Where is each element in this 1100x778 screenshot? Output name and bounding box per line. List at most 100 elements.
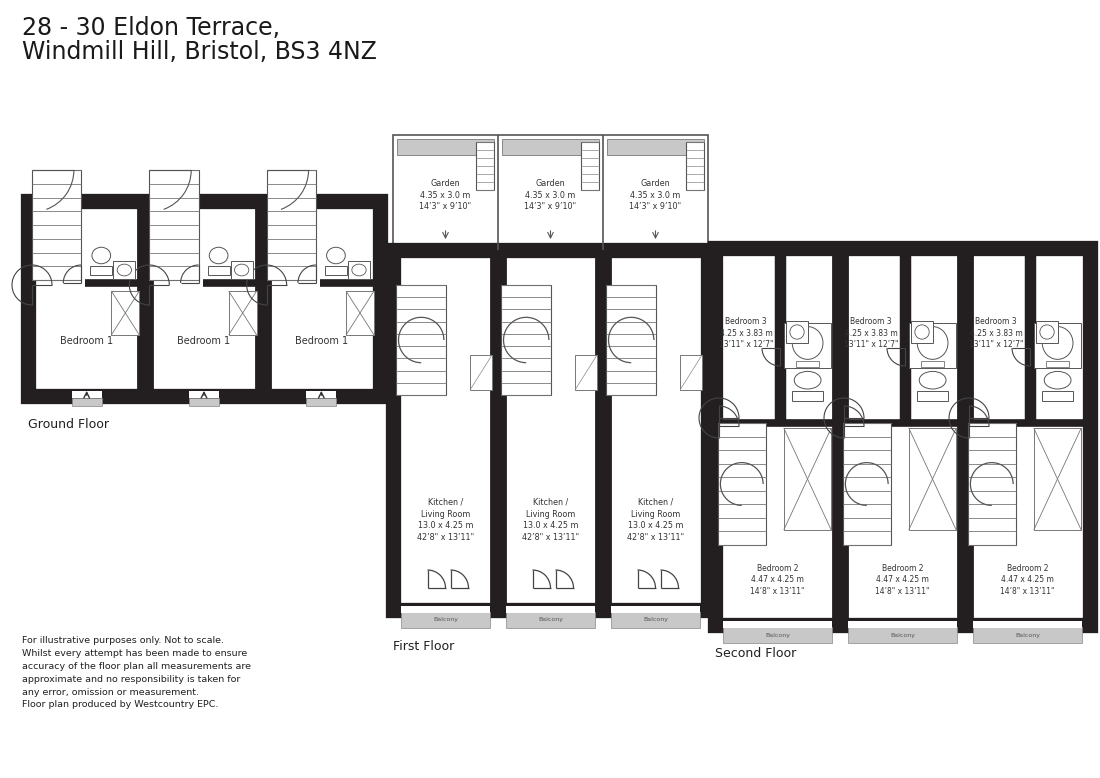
Bar [72, 391, 101, 398]
Bar [795, 361, 820, 366]
Ellipse shape [209, 247, 228, 264]
Text: Bedroom 2
4.47 x 4.25 m
14’8" x 13’11": Bedroom 2 4.47 x 4.25 m 14’8" x 13’11" [876, 564, 930, 596]
Bar [113, 261, 135, 279]
Bar [575, 355, 597, 390]
Ellipse shape [352, 265, 366, 276]
Bar [32, 170, 81, 280]
Bar [396, 285, 447, 395]
Ellipse shape [1044, 371, 1071, 389]
Bar [476, 142, 494, 190]
Text: Bedroom 1: Bedroom 1 [177, 336, 231, 346]
Bar [1042, 391, 1074, 401]
Text: Windmill Hill, Bristol, BS3 4NZ: Windmill Hill, Bristol, BS3 4NZ [22, 40, 377, 64]
Text: Ground Floor: Ground Floor [28, 418, 109, 431]
Bar [607, 139, 704, 155]
Ellipse shape [917, 327, 948, 359]
Text: Garden
4.35 x 3.0 m
14’3" x 9’10": Garden 4.35 x 3.0 m 14’3" x 9’10" [629, 179, 682, 212]
Text: Balcony: Balcony [433, 618, 458, 622]
Bar [974, 621, 1082, 628]
Text: Bedroom 3
4.25 x 3.83 m
13’11" x 12’7": Bedroom 3 4.25 x 3.83 m 13’11" x 12’7" [844, 317, 899, 349]
Ellipse shape [790, 325, 804, 339]
Bar [231, 261, 253, 279]
Text: Kitchen /
Living Room
13.0 x 4.25 m
42’8" x 13’11": Kitchen / Living Room 13.0 x 4.25 m 42’8… [521, 498, 579, 542]
Bar [786, 321, 808, 343]
Text: Bedroom 1: Bedroom 1 [60, 336, 113, 346]
Text: Kitchen /
Living Room
13.0 x 4.25 m
42’8" x 13’11": Kitchen / Living Room 13.0 x 4.25 m 42’8… [627, 498, 684, 542]
Text: Bedroom 3
4.25 x 3.83 m
13’11" x 12’7": Bedroom 3 4.25 x 3.83 m 13’11" x 12’7" [969, 317, 1023, 349]
Text: Garden
4.35 x 3.0 m
14’3" x 9’10": Garden 4.35 x 3.0 m 14’3" x 9’10" [419, 179, 472, 212]
Bar [909, 428, 956, 530]
Bar [715, 248, 1090, 625]
Bar [843, 423, 891, 545]
Ellipse shape [327, 247, 345, 264]
Bar [502, 139, 600, 155]
Bar [506, 605, 595, 613]
Ellipse shape [920, 371, 946, 389]
Bar [111, 291, 140, 335]
Bar [718, 423, 766, 545]
Bar [1036, 321, 1058, 343]
Text: Balcony: Balcony [1015, 633, 1040, 637]
Bar [229, 291, 256, 335]
Bar [348, 261, 370, 279]
Bar [909, 323, 956, 368]
Bar [974, 627, 1082, 643]
Text: First Floor: First Floor [393, 640, 454, 653]
Bar [848, 621, 957, 628]
Text: For illustrative purposes only. Not to scale.: For illustrative purposes only. Not to s… [22, 636, 224, 645]
Bar [397, 139, 494, 155]
Bar [723, 621, 832, 628]
Bar [792, 391, 824, 401]
Bar [911, 321, 933, 343]
Bar [470, 355, 492, 390]
Bar [266, 170, 316, 280]
Bar [686, 142, 704, 190]
Ellipse shape [794, 371, 821, 389]
Text: Bedroom 1: Bedroom 1 [295, 336, 348, 346]
Bar [848, 627, 957, 643]
Text: Balcony: Balcony [764, 633, 790, 637]
Bar [921, 361, 945, 366]
Bar [610, 612, 700, 628]
Bar [150, 170, 199, 280]
Bar [1034, 428, 1081, 530]
Bar [28, 201, 379, 396]
Text: Bedroom 2
4.47 x 4.25 m
14’8" x 13’11": Bedroom 2 4.47 x 4.25 m 14’8" x 13’11" [750, 564, 805, 596]
Text: Balcony: Balcony [644, 618, 668, 622]
Text: Second Floor: Second Floor [715, 647, 796, 660]
Bar [324, 266, 346, 275]
Bar [610, 605, 700, 613]
Bar [784, 323, 832, 368]
Ellipse shape [92, 247, 111, 264]
Bar [506, 612, 595, 628]
Text: Balcony: Balcony [890, 633, 915, 637]
Bar [680, 355, 702, 390]
Bar [581, 142, 600, 190]
Bar [306, 391, 337, 398]
Bar [402, 612, 490, 628]
Text: Bedroom 2
4.47 x 4.25 m
14’8" x 13’11": Bedroom 2 4.47 x 4.25 m 14’8" x 13’11" [1000, 564, 1055, 596]
Bar [72, 398, 101, 406]
Bar [189, 398, 219, 406]
Text: Bedroom 3
4.25 x 3.83 m
13’11" x 12’7": Bedroom 3 4.25 x 3.83 m 13’11" x 12’7" [719, 317, 773, 349]
Bar [393, 135, 708, 250]
Ellipse shape [792, 327, 823, 359]
Bar [723, 627, 832, 643]
Bar [189, 391, 219, 398]
Ellipse shape [118, 265, 132, 276]
Bar [393, 250, 708, 610]
Bar [90, 266, 112, 275]
Bar [402, 605, 490, 613]
Ellipse shape [234, 265, 249, 276]
Text: Kitchen /
Living Room
13.0 x 4.25 m
42’8" x 13’11": Kitchen / Living Room 13.0 x 4.25 m 42’8… [417, 498, 474, 542]
Ellipse shape [1040, 325, 1054, 339]
Bar [500, 285, 551, 395]
Ellipse shape [1043, 327, 1072, 359]
Text: Whilst every attempt has been made to ensure
accuracy of the floor plan all meas: Whilst every attempt has been made to en… [22, 649, 251, 710]
Bar [968, 423, 1015, 545]
Bar [606, 285, 657, 395]
Bar [783, 428, 832, 530]
Bar [917, 391, 948, 401]
Ellipse shape [915, 325, 930, 339]
Bar [1046, 361, 1069, 366]
